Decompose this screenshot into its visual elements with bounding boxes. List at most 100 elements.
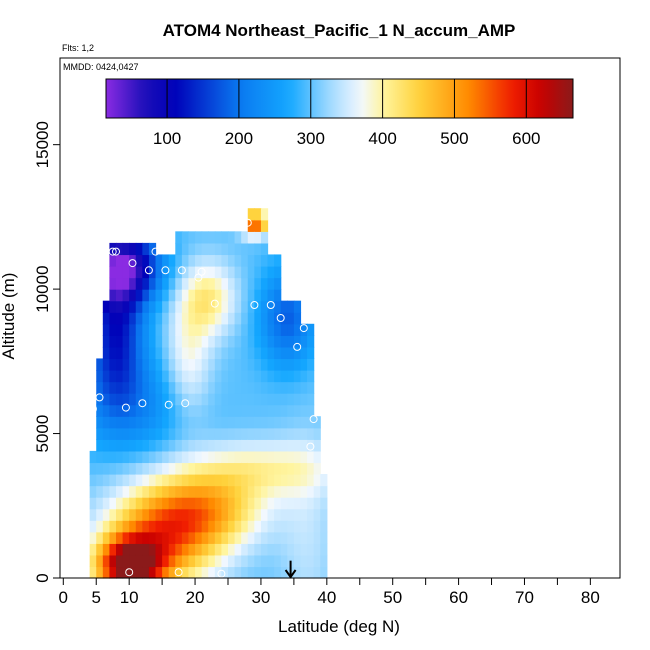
heatmap-cell — [234, 381, 242, 394]
heatmap-cell — [241, 266, 249, 279]
heatmap-cell — [122, 254, 130, 267]
heatmap-cell — [135, 266, 143, 279]
heatmap-cell — [208, 370, 216, 383]
heatmap-cell — [195, 416, 203, 429]
sample-point — [98, 247, 107, 256]
heatmap-cell — [89, 497, 97, 510]
heatmap-cell — [201, 370, 209, 383]
heatmap-cell — [214, 531, 223, 544]
heatmap-cell — [228, 289, 236, 302]
y-axis: 0 5000 10000 15000 — [33, 121, 60, 583]
heatmap-cell — [96, 485, 104, 498]
heatmap-cell — [234, 416, 242, 429]
heatmap-cell — [293, 393, 302, 406]
heatmap-cell — [195, 450, 203, 464]
heatmap-cell — [287, 335, 295, 348]
heatmap-cell — [287, 439, 295, 452]
heatmap-cell — [96, 543, 104, 556]
heatmap-cell — [287, 508, 295, 521]
heatmap-cell — [293, 335, 302, 348]
heatmap-cell — [267, 277, 275, 290]
heatmap-cell — [162, 370, 170, 383]
y-tick-label: 0 — [33, 573, 52, 582]
heatmap-cell — [300, 335, 308, 348]
heatmap-cell — [175, 231, 183, 244]
heatmap-cell — [188, 254, 196, 267]
x-axis: 0 5 10 20 30 40 50 60 70 80 — [59, 578, 600, 607]
heatmap-cell — [254, 404, 262, 417]
heatmap-cell — [142, 358, 150, 371]
heatmap-cell — [307, 416, 315, 429]
heatmap-cell — [234, 497, 242, 510]
heatmap-cell — [122, 335, 130, 348]
heatmap-cell — [280, 427, 288, 440]
heatmap-cell — [214, 266, 223, 279]
heatmap-cell — [148, 300, 157, 313]
heatmap-cell — [260, 404, 269, 417]
heatmap-cell — [96, 416, 104, 429]
heatmap-cell — [188, 543, 196, 556]
heatmap-cell — [201, 393, 209, 406]
heatmap-cell — [221, 508, 229, 521]
heatmap-cell — [102, 312, 111, 325]
heatmap-cell — [221, 554, 229, 568]
heatmap-cell — [221, 277, 229, 290]
heatmap-cell — [109, 554, 117, 568]
heatmap-cell — [234, 462, 242, 475]
heatmap-cell — [181, 381, 190, 394]
heatmap-cell — [228, 266, 236, 279]
heatmap-cell — [195, 439, 203, 452]
heatmap-cell — [181, 416, 190, 429]
heatmap-cell — [129, 358, 137, 371]
heatmap-cell — [228, 300, 236, 313]
heatmap-cell — [155, 358, 163, 371]
heatmap-cell — [254, 266, 262, 279]
heatmap-cell — [129, 427, 137, 440]
heatmap-cell — [313, 450, 321, 464]
heatmap-cell — [116, 277, 124, 290]
y-tick-label: 5000 — [33, 415, 52, 453]
heatmap-cell — [247, 370, 255, 383]
heatmap-cell — [181, 323, 190, 336]
heatmap-cell — [300, 508, 308, 521]
heatmap-cell — [201, 231, 209, 244]
heatmap-cell — [274, 404, 282, 417]
heatmap-cell — [214, 485, 223, 498]
heatmap-cell — [267, 323, 275, 336]
heatmap-cell — [267, 370, 275, 383]
heatmap-cell — [254, 554, 262, 568]
heatmap-cell — [234, 358, 242, 371]
sample-point — [210, 299, 219, 308]
heatmap-cell — [287, 427, 295, 440]
heatmap-cell — [109, 266, 117, 279]
heatmap-cell — [116, 393, 124, 406]
heatmap-cell — [307, 485, 315, 498]
heatmap-cell — [148, 254, 157, 267]
heatmap-cell — [142, 300, 150, 313]
heatmap-cell — [228, 312, 236, 325]
heatmap-cell — [221, 289, 229, 302]
heatmap-cell — [162, 462, 170, 475]
heatmap-cell — [109, 485, 117, 498]
heatmap-cell — [129, 508, 137, 521]
heatmap-cell — [313, 508, 321, 521]
heatmap-cell — [274, 300, 282, 313]
heatmap-cell — [162, 289, 170, 302]
heatmap-cell — [135, 312, 143, 325]
x-tick-label: 60 — [449, 588, 468, 607]
dates-note: MMDD: 0424,0427 — [63, 62, 139, 72]
heatmap-cell — [116, 416, 124, 429]
heatmap-cell — [221, 393, 229, 406]
heatmap-cell — [162, 439, 170, 452]
heatmap-cell — [162, 566, 170, 579]
heatmap-cell — [181, 462, 190, 475]
heatmap-cell — [168, 474, 176, 487]
heatmap-cell — [208, 531, 216, 544]
heatmap-cell — [267, 427, 275, 440]
heatmap-cell — [201, 462, 209, 475]
heatmap-cell — [142, 323, 150, 336]
heatmap-cell — [260, 543, 269, 556]
heatmap-cell — [201, 404, 209, 417]
heatmap-cell — [135, 439, 143, 452]
heatmap-cell — [188, 427, 196, 440]
